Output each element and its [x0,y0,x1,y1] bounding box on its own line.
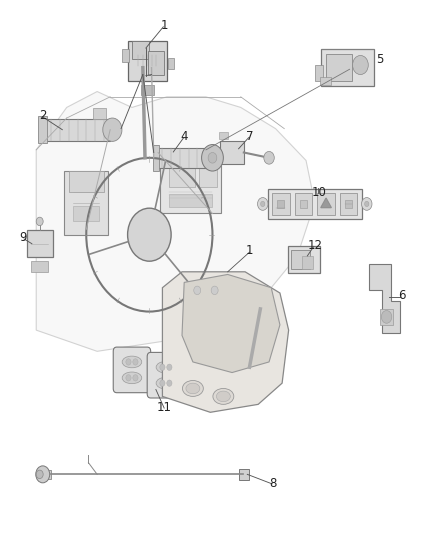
Text: 10: 10 [312,186,327,199]
Bar [318,193,335,215]
Text: 5: 5 [376,53,384,66]
Bar [39,116,47,143]
Text: 9: 9 [19,231,27,244]
Ellipse shape [156,377,176,389]
Bar [141,85,154,95]
Polygon shape [369,264,399,333]
Bar [169,166,195,187]
Circle shape [201,144,223,171]
Ellipse shape [122,372,142,384]
Bar [168,58,174,69]
Circle shape [381,311,392,323]
Bar [239,469,249,480]
Text: 1: 1 [246,244,253,257]
Circle shape [194,286,201,295]
Bar [122,49,129,62]
Ellipse shape [156,361,176,373]
Circle shape [167,380,172,386]
Bar [160,160,221,214]
Bar [302,256,313,269]
Text: 2: 2 [39,109,46,122]
Ellipse shape [122,356,142,368]
Circle shape [36,470,43,479]
FancyBboxPatch shape [147,352,185,398]
Ellipse shape [213,389,234,405]
Bar [169,193,212,207]
Ellipse shape [216,391,230,402]
Bar [219,132,228,139]
Bar [148,52,163,75]
Bar [45,118,110,141]
Text: 6: 6 [398,289,406,302]
Bar [248,294,268,313]
Bar [288,246,320,273]
Circle shape [126,375,131,381]
Bar [277,200,284,208]
Bar [158,148,210,168]
Bar [320,77,331,85]
Text: 1: 1 [161,19,168,32]
Bar [325,54,352,81]
Bar [315,65,323,81]
Polygon shape [321,198,331,208]
Text: 11: 11 [157,400,172,414]
Bar [192,288,233,309]
Circle shape [103,118,122,141]
Bar [199,166,217,187]
Polygon shape [162,272,289,413]
Circle shape [160,380,165,386]
Circle shape [160,364,165,370]
Polygon shape [182,274,280,373]
Text: 4: 4 [180,130,188,143]
Bar [141,228,158,241]
Bar [64,171,108,235]
Bar [152,144,159,171]
Circle shape [127,208,171,261]
Ellipse shape [183,381,203,397]
Bar [73,206,99,221]
Bar [295,193,312,215]
Circle shape [264,151,274,164]
Circle shape [36,466,49,483]
Circle shape [133,359,138,365]
Bar [220,141,244,165]
Circle shape [364,201,369,207]
Ellipse shape [186,383,200,394]
Bar [268,189,361,219]
Circle shape [211,286,218,295]
Bar [93,109,106,119]
Bar [27,230,53,257]
Bar [132,41,149,60]
Circle shape [361,198,372,211]
Circle shape [258,198,268,211]
Bar [44,470,51,479]
Circle shape [36,217,43,225]
Circle shape [167,364,172,370]
Bar [321,49,374,86]
Bar [31,261,48,272]
Text: 7: 7 [246,130,253,143]
Bar [340,193,357,215]
Polygon shape [36,92,315,351]
Bar [345,200,352,208]
Bar [291,250,310,269]
Text: 8: 8 [270,478,277,490]
FancyBboxPatch shape [113,347,151,393]
Bar [69,171,104,192]
Bar [127,41,167,80]
Circle shape [353,55,368,75]
Bar [380,309,393,325]
Circle shape [208,152,217,163]
Circle shape [261,201,265,207]
Bar [272,193,290,215]
Circle shape [133,375,138,381]
Text: 12: 12 [307,239,322,252]
Bar [300,200,307,208]
Circle shape [126,359,131,365]
